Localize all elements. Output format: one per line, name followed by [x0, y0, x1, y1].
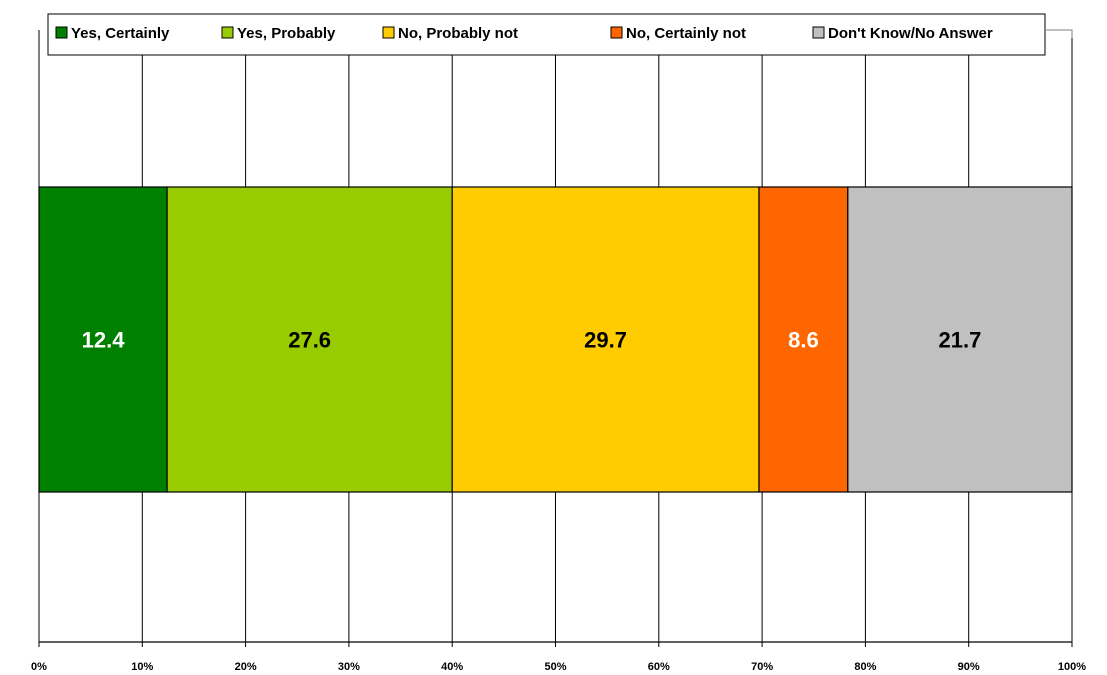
- x-tick-label: 100%: [1058, 661, 1086, 673]
- x-tick-label: 60%: [648, 661, 670, 673]
- data-label-1: 12.4: [82, 328, 126, 353]
- x-axis: [38, 641, 1073, 647]
- bar-segment-5: [847, 186, 1073, 493]
- x-tick-label: 80%: [854, 661, 876, 673]
- x-tick-label: 30%: [338, 661, 360, 673]
- legend-label: No, Probably not: [398, 25, 518, 42]
- x-tick-label: 10%: [131, 661, 153, 673]
- legend-label: Yes, Certainly: [71, 25, 170, 42]
- data-label-4: 8.6: [788, 328, 819, 353]
- legend-label: Don't Know/No Answer: [828, 25, 993, 42]
- legend-swatch: [812, 26, 825, 39]
- legend-swatch: [221, 26, 234, 39]
- x-tick-label: 40%: [441, 661, 463, 673]
- legend: Yes, Certainly Yes, Probably No, Probably …: [47, 13, 1073, 56]
- bar-segments: [38, 186, 1073, 493]
- x-tick-label: 70%: [751, 661, 773, 673]
- legend-swatch: [55, 26, 68, 39]
- bar-segment-3: [451, 186, 760, 493]
- legend-label: Yes, Probably: [237, 25, 336, 42]
- legend-leader-line: [1045, 29, 1073, 38]
- x-tick-label: 90%: [958, 661, 980, 673]
- legend-swatch: [610, 26, 623, 39]
- x-tick-labels: 0% 10% 20% 30% 40% 50% 60% 70% 80% 90% 100%: [31, 661, 1086, 673]
- data-label-3: 29.7: [584, 328, 627, 353]
- legend-swatch: [382, 26, 395, 39]
- x-tick-label: 20%: [235, 661, 257, 673]
- data-label-2: 27.6: [288, 328, 331, 353]
- x-tick-label: 50%: [544, 661, 566, 673]
- data-labels: 12.4 27.6 29.7 8.6 21.7: [82, 328, 982, 353]
- x-tick-label: 0%: [31, 661, 47, 673]
- bar-segment-2: [166, 186, 453, 493]
- data-label-5: 21.7: [939, 328, 982, 353]
- legend-box: [47, 13, 1046, 56]
- legend-label: No, Certainly not: [626, 25, 746, 42]
